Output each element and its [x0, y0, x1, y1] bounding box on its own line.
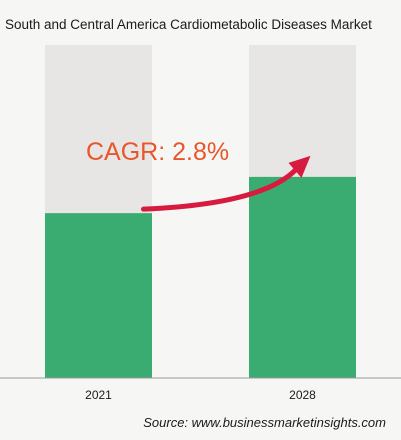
- bar-2028: [249, 176, 356, 378]
- cagr-arrow-head: [288, 155, 311, 178]
- bar-2021: [45, 213, 152, 378]
- x-tick-label: 2021: [85, 388, 112, 402]
- cagr-arrow: [141, 155, 311, 212]
- x-tick-label: 2028: [289, 388, 316, 402]
- source-note: Source: www.businessmarketinsights.com: [143, 415, 386, 430]
- bars: [45, 45, 356, 378]
- cagr-annotation: CAGR: 2.8%: [86, 138, 229, 166]
- cagr-arrow-shaft: [141, 166, 299, 212]
- x-ticks: 2021 2028: [85, 388, 316, 402]
- chart-title: South and Central America Cardiometaboli…: [5, 17, 372, 32]
